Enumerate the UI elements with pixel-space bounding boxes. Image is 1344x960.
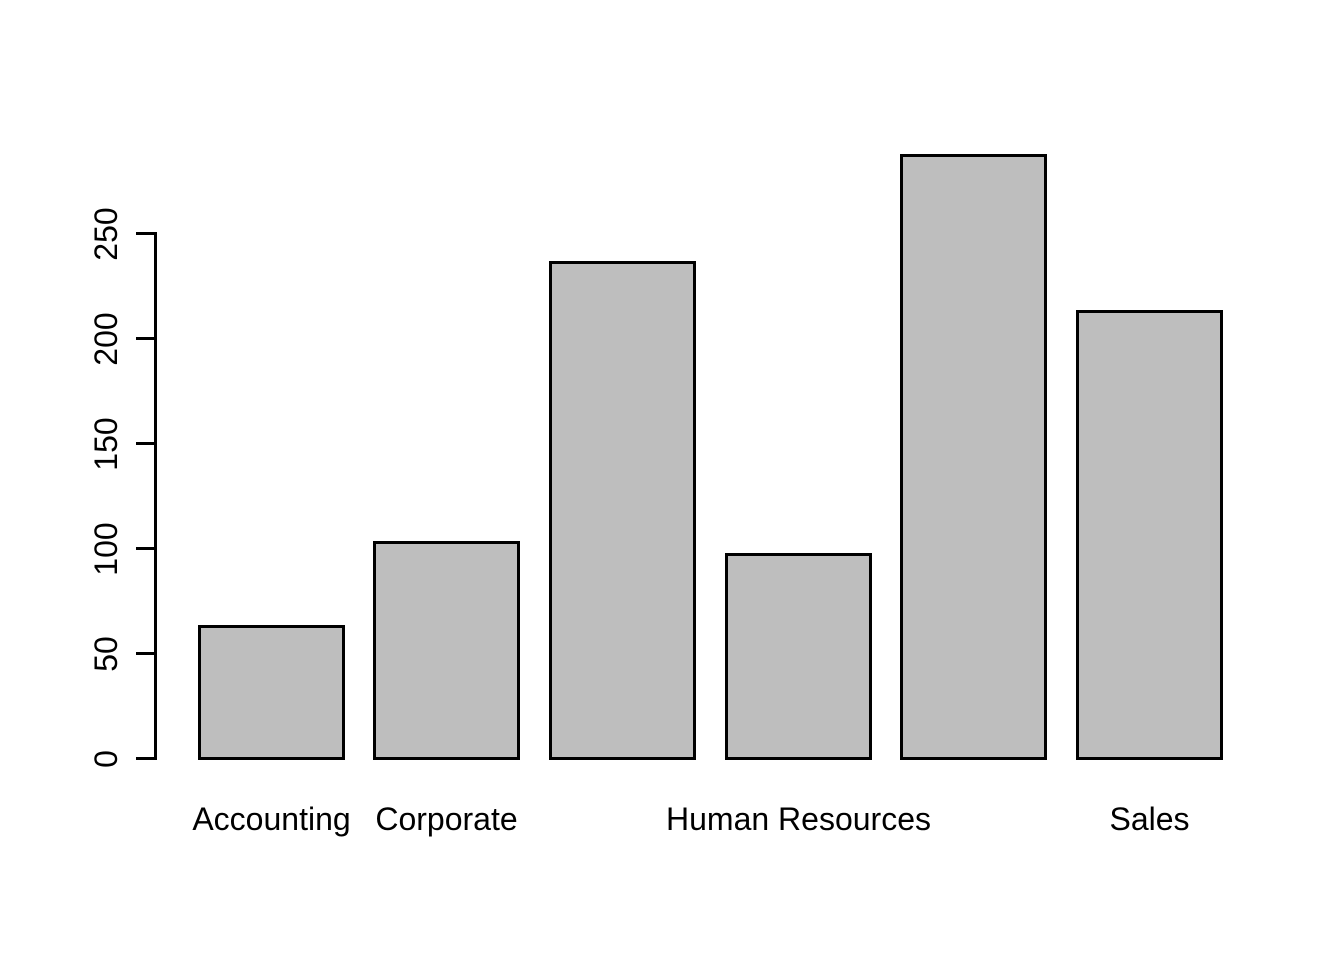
y-tick-label: 100 [88,521,124,576]
bar [1076,310,1223,760]
bar [725,553,872,760]
x-axis-label: Human Resources [666,801,931,837]
bar [373,541,520,760]
y-tick-label: 250 [88,206,124,261]
x-axis-label: Accounting [192,801,351,837]
y-tick [136,442,154,445]
x-axis-label: Sales [1109,801,1190,837]
bar [900,154,1047,760]
y-tick [136,232,154,235]
y-tick-label: 200 [88,311,124,366]
bar [198,625,345,760]
y-tick-label: 50 [88,635,124,672]
y-tick-label: 150 [88,416,124,471]
y-tick [136,652,154,655]
y-axis-line [154,232,157,760]
bar [549,261,696,760]
y-tick [136,547,154,550]
y-tick [136,757,154,760]
y-tick [136,337,154,340]
y-tick-label: 0 [88,749,124,768]
x-axis-label: Corporate [375,801,518,837]
